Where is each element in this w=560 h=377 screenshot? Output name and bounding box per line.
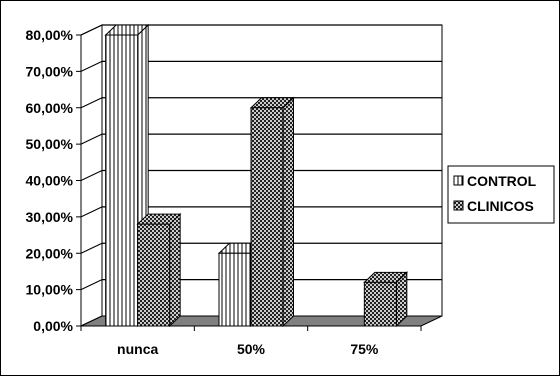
y-tick-label: 70,00% [26, 63, 74, 79]
bar-front-face [218, 252, 252, 327]
gridline-side [80, 242, 103, 254]
legend-label-clinicos: CLINICOS [467, 198, 534, 214]
bar-clinicos-nunca [136, 212, 182, 328]
gridline-side [80, 170, 103, 181]
legend-label-control: CONTROL [467, 173, 537, 189]
bar-side-face [282, 96, 294, 328]
gridline-side [80, 60, 103, 72]
x-tick-label: 50% [237, 341, 266, 357]
gridline-side [80, 133, 103, 145]
y-axis-tick-labels: 0,00% 10,00% 20,00% 30,00% 40,00% 50,00% 60,00… [26, 27, 82, 334]
gridline-side [80, 206, 103, 218]
x-tick-label: nunca [117, 341, 158, 357]
bar-side-face [169, 212, 181, 328]
bar-control-nunca [104, 23, 150, 328]
gridline-side [80, 24, 103, 36]
y-tick-label: 20,00% [26, 245, 74, 261]
bar-front-face [137, 223, 171, 327]
legend-box [447, 165, 555, 224]
bar-front-face [363, 281, 397, 327]
bar-clinicos-50% [249, 96, 295, 328]
bar-clinicos-75% [363, 271, 409, 328]
legend: CONTROL CLINICOS [447, 165, 555, 224]
gridline-side [80, 97, 103, 109]
y-tick-label: 0,00% [33, 318, 73, 334]
bar-front-face [105, 34, 139, 327]
x-axis-tick-labels: nunca 50% 75% [80, 325, 422, 357]
y-tick-label: 60,00% [26, 100, 74, 116]
x-tick-label: 75% [350, 341, 379, 357]
legend-swatch-control [453, 175, 464, 186]
y-tick-label: 80,00% [26, 27, 74, 43]
y-tick-label: 10,00% [26, 282, 74, 298]
legend-swatch-clinicos [453, 200, 464, 211]
bar-front-face [250, 107, 284, 327]
y-tick-label: 30,00% [26, 209, 74, 225]
gridline-side [80, 279, 103, 291]
y-tick-label: 40,00% [26, 173, 74, 189]
y-tick-label: 50,00% [26, 136, 74, 152]
bars [104, 23, 409, 328]
